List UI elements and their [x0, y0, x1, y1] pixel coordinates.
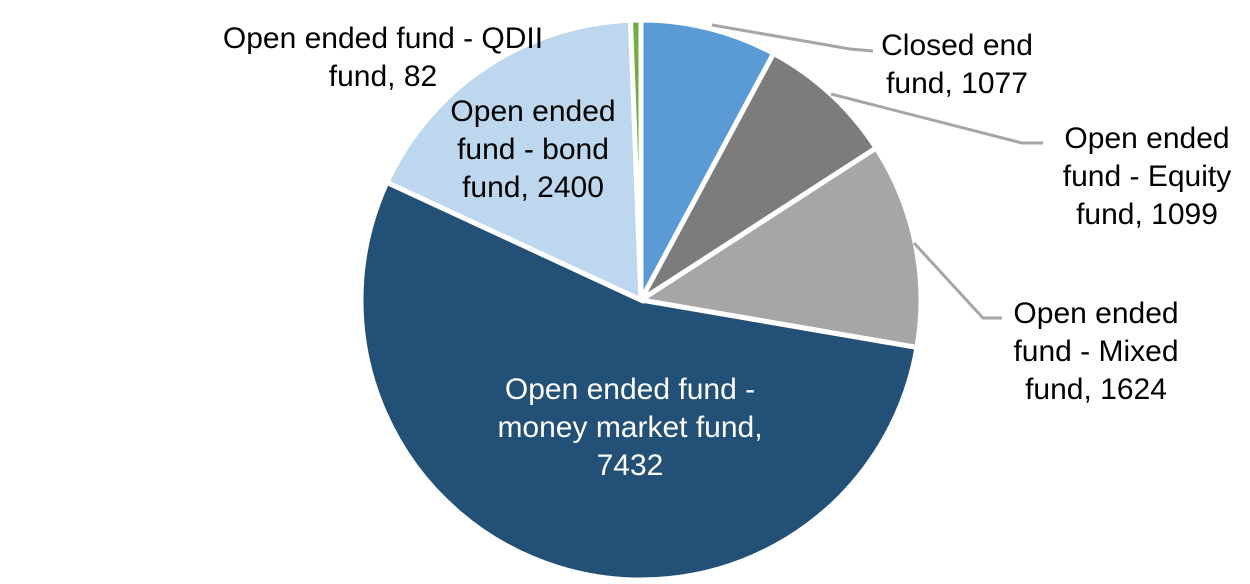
slice-label-money-market-fund: Open ended fund - money market fund, 743…: [497, 371, 762, 485]
label-line: Closed end: [881, 29, 1033, 62]
label-line: Open ended: [450, 95, 616, 128]
label-line: Open ended: [1064, 122, 1230, 155]
label-line: fund - Equity: [1062, 160, 1232, 193]
pie-slice-4: [383, 17, 644, 304]
label-line: fund, 2400: [462, 171, 604, 204]
label-line: fund - Mixed: [1013, 335, 1179, 368]
leader-line-0: [711, 23, 874, 53]
pie-slice-5: [627, 17, 644, 301]
slice-label-closed-end-fund: Closed end fund, 1077: [881, 27, 1033, 103]
pie-slice-0: [638, 17, 778, 302]
slice-label-bond-fund: Open ended fund - bond fund, 2400: [450, 93, 615, 207]
label-line: 7432: [596, 449, 664, 482]
label-line: Open ended: [1013, 297, 1179, 330]
label-line: Open ended fund -: [504, 373, 756, 406]
leader-line-2: [912, 241, 1002, 320]
slice-label-qdii-fund: Open ended fund - QDII fund, 82: [223, 20, 543, 96]
leader-line-1: [830, 92, 1043, 145]
label-line: fund, 1077: [886, 67, 1028, 100]
pie-slice-3: [358, 179, 920, 583]
label-line: fund, 82: [328, 60, 438, 93]
pie-slice-1: [638, 50, 880, 303]
label-line: fund, 1624: [1025, 373, 1167, 406]
label-line: Open ended fund - QDII: [222, 22, 544, 55]
label-line: fund, 1099: [1076, 198, 1218, 231]
slice-label-equity-fund: Open ended fund - Equity fund, 1099: [1063, 120, 1231, 234]
label-line: fund - bond: [457, 133, 609, 166]
slice-label-mixed-fund: Open ended fund - Mixed fund, 1624: [1013, 295, 1178, 409]
label-line: money market fund,: [497, 411, 763, 444]
